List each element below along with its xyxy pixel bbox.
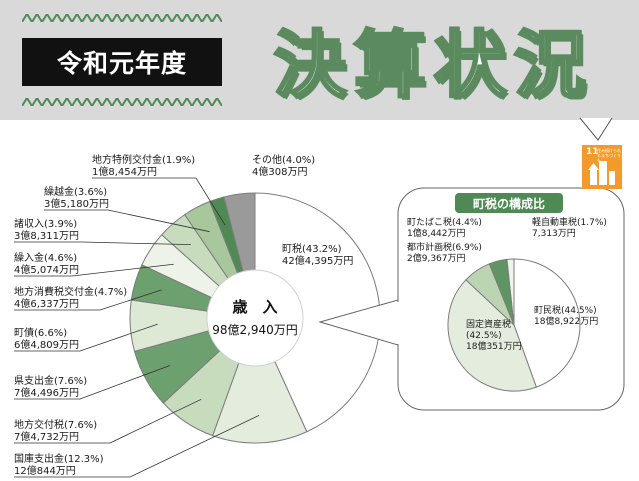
fiscal-year-label: 令和元年度 <box>22 38 222 86</box>
revenue-label-name-4: 町債(6.6%) <box>14 326 67 339</box>
town-tax-label-name-0: 町民税(44.5%) <box>534 304 597 316</box>
revenue-label-name-7: 諸収入(3.9%) <box>14 217 77 230</box>
revenue-label-name-3: 県支出金(7.6%) <box>14 374 87 387</box>
revenue-label-name-1: 国庫支出金(12.3%) <box>14 452 104 465</box>
revenue-label-amount-5: 4億6,337万円 <box>14 297 79 310</box>
breakdown-title: 町税の構成比 <box>473 196 545 211</box>
town-tax-labels: 町民税(44.5%)18億8,922万円 固定資産税(42.5%)18億351万円… <box>407 216 607 352</box>
town-tax-label-percent-1: (42.5%) <box>466 331 502 341</box>
town-tax-slice-1 <box>447 279 537 392</box>
revenue-leader-4 <box>14 323 158 352</box>
banner-callout-tail <box>579 117 613 141</box>
revenue-label-name-8: 繰越金(3.6%) <box>44 185 107 198</box>
revenue-center-title: 歳 入 <box>232 298 277 316</box>
zigzag-border-top <box>22 14 222 22</box>
revenue-total: 98億2,940万円 <box>212 323 298 337</box>
revenue-center-disc <box>206 269 304 367</box>
revenue-label-amount-10: 4億308万円 <box>252 165 307 178</box>
town-tax-label-name-1: 固定資産税 <box>466 318 511 330</box>
revenue-leader-3 <box>14 365 170 400</box>
town-tax-label-amount-0: 18億8,922万円 <box>534 315 598 327</box>
town-tax-slice-4 <box>506 258 515 326</box>
revenue-label-name-0: 町税(43.2%) <box>282 242 342 255</box>
revenue-label-amount-6: 4億5,074万円 <box>14 263 79 276</box>
revenue-slice-0 <box>254 192 381 433</box>
revenue-leader-lines <box>14 177 260 478</box>
revenue-slice-1 <box>212 316 308 444</box>
town-tax-label-name-4: 軽自動車税(1.7%) <box>532 216 607 228</box>
sdg-11-icon: 11 住み続けられるまちづくりを <box>582 145 622 189</box>
revenue-label-amount-7: 3億8,311万円 <box>14 229 79 242</box>
revenue-label-amount-2: 7億4,732万円 <box>14 430 79 443</box>
page-title: 決算状況 <box>272 21 594 108</box>
town-tax-label-name-2: 都市計画税(6.9%) <box>407 241 482 253</box>
revenue-label-amount-9: 1億8,454万円 <box>92 165 157 178</box>
sdg-text: 住み続けられるまちづくりを <box>597 148 621 163</box>
town-tax-pie <box>447 258 581 392</box>
town-tax-label-amount-2: 2億9,367万円 <box>407 252 466 264</box>
revenue-leader-5 <box>14 289 162 311</box>
revenue-leader-6 <box>14 263 174 277</box>
city-buildings-icon <box>588 161 615 185</box>
breakdown-title-bg <box>455 193 563 213</box>
revenue-label-name-6: 繰入金(4.6%) <box>14 251 77 264</box>
revenue-label-amount-3: 7億4,496万円 <box>14 386 79 399</box>
town-tax-slice-0 <box>513 258 581 388</box>
title-banner: 令和元年度 決算状況 <box>0 0 639 120</box>
revenue-leader-8 <box>44 209 210 233</box>
revenue-leader-2 <box>14 398 202 444</box>
revenue-label-amount-0: 42億4,395万円 <box>282 254 353 267</box>
revenue-label-amount-4: 6億4,809万円 <box>14 338 79 351</box>
revenue-label-name-9: 地方特例交付金(1.9%) <box>92 153 195 166</box>
town-tax-label-amount-1: 18億351万円 <box>466 340 522 352</box>
revenue-leader-7 <box>14 241 191 246</box>
town-tax-label-amount-3: 1億8,442万円 <box>407 227 466 239</box>
revenue-label-name-10: その他(4.0%) <box>252 153 315 166</box>
revenue-label-amount-1: 12億844万円 <box>14 464 76 477</box>
breakdown-bubble-join <box>397 302 400 344</box>
revenue-leader-9 <box>92 177 226 226</box>
zigzag-border-bottom <box>22 98 222 106</box>
revenue-label-name-5: 地方消費税交付金(4.7%) <box>14 285 127 298</box>
town-tax-label-amount-4: 7,313万円 <box>532 228 576 239</box>
town-tax-label-name-3: 町たばこ税(4.4%) <box>407 216 482 228</box>
sdg-number: 11 <box>586 147 599 157</box>
revenue-label-amount-8: 3億5,180万円 <box>44 197 109 210</box>
revenue-label-name-2: 地方交付税(7.6%) <box>14 418 97 431</box>
revenue-leader-1 <box>14 415 260 478</box>
